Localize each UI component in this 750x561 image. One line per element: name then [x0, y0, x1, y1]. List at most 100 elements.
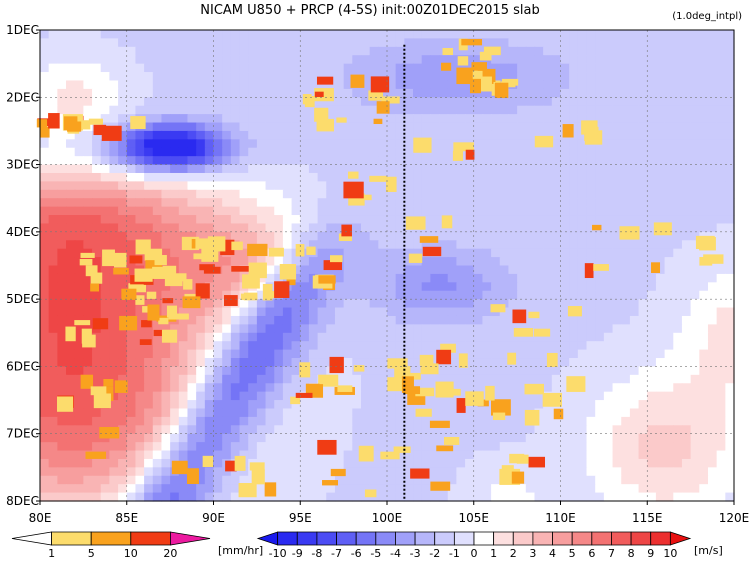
wind-cell — [326, 433, 336, 443]
wind-cell — [543, 484, 553, 494]
wind-cell — [40, 223, 50, 233]
wind-cell — [248, 139, 258, 149]
wind-cell — [360, 299, 371, 309]
wind-cell — [387, 63, 397, 73]
wind-cell — [92, 105, 102, 115]
wind-cell — [560, 46, 570, 56]
wind-cell — [560, 408, 570, 418]
wind-cell — [291, 408, 301, 418]
wind-cell — [196, 105, 206, 115]
wind-cell — [196, 46, 206, 56]
wind-cell — [638, 147, 648, 157]
wind-cell — [465, 97, 475, 107]
wind-cell — [369, 105, 379, 115]
wind-cell — [421, 97, 431, 107]
wind-cell — [473, 408, 484, 418]
wind-cell — [508, 273, 518, 283]
precip-cell — [162, 298, 174, 304]
precip-cell — [147, 304, 160, 321]
precip-cell — [435, 381, 454, 398]
wind-cell — [421, 416, 431, 426]
wind-cell — [569, 282, 579, 292]
wind-cell — [681, 282, 692, 292]
wind-cell — [629, 450, 640, 460]
wind-cell — [48, 383, 58, 393]
wind-cell — [326, 223, 336, 233]
wind-cell — [569, 30, 579, 40]
wind-cell — [404, 408, 414, 418]
wind-cell — [378, 240, 388, 250]
wind-cell — [673, 223, 683, 233]
wind-cell — [595, 114, 605, 124]
wind-cell — [387, 282, 397, 292]
wind-cell — [118, 181, 128, 191]
wind-cell — [456, 88, 466, 98]
wind-cell — [222, 30, 232, 40]
wind-cell — [248, 450, 258, 460]
wind-cell — [135, 307, 145, 317]
wind-cell — [118, 130, 128, 140]
wind-cell — [308, 341, 319, 351]
wind-cell — [326, 130, 336, 140]
wind-cell — [569, 231, 579, 241]
wind-cell — [369, 467, 379, 477]
wind-cell — [413, 206, 423, 216]
wind-cell — [83, 72, 93, 82]
wind-cell — [170, 63, 180, 73]
wind-cell — [655, 484, 666, 494]
precip-units: [mm/hr] — [218, 544, 263, 557]
wind-cell — [499, 55, 510, 65]
wind-cell — [317, 332, 327, 342]
wind-cell — [673, 105, 683, 115]
wind-cell — [40, 358, 50, 368]
wind-cell — [187, 374, 197, 384]
wind-cell — [560, 139, 570, 149]
wind-cell — [577, 467, 588, 477]
wind-cell — [629, 46, 640, 56]
wind-cell — [48, 206, 58, 216]
wind-cell — [74, 307, 84, 317]
wind-cell — [317, 223, 327, 233]
wind-cell — [655, 273, 666, 283]
wind-cell — [239, 391, 249, 401]
wind-cell — [647, 374, 657, 384]
wind-cell — [551, 139, 562, 149]
wind-cell — [282, 164, 293, 174]
wind-cell — [265, 114, 275, 124]
wind-cell — [187, 442, 197, 452]
wind-cell — [395, 80, 405, 90]
wind-cell — [439, 248, 449, 258]
precip-cell — [553, 408, 564, 420]
wind-cell — [638, 248, 648, 258]
wind-cell — [66, 147, 76, 157]
wind-cell — [66, 273, 76, 283]
wind-cell — [66, 307, 76, 317]
wind-cell — [595, 475, 605, 485]
wind-cell — [491, 206, 501, 216]
wind-cell — [664, 433, 674, 443]
wind-cell — [334, 416, 345, 426]
wind-cell — [282, 366, 293, 376]
wind-cell — [681, 366, 692, 376]
precip-cell — [408, 253, 423, 263]
wind-level-label: 2 — [510, 547, 517, 560]
wind-cell — [118, 164, 128, 174]
wind-cell — [491, 72, 501, 82]
wind-cell — [256, 156, 267, 166]
wind-cell — [308, 80, 319, 90]
precip-cell — [469, 78, 481, 94]
wind-cell — [473, 181, 484, 191]
wind-cell — [326, 147, 336, 157]
wind-cell — [569, 88, 579, 98]
wind-cell — [369, 458, 379, 468]
wind-cell — [248, 332, 258, 342]
wind-cell — [456, 458, 466, 468]
wind-cell — [83, 282, 93, 292]
wind-cell — [690, 433, 700, 443]
wind-cell — [473, 223, 484, 233]
wind-cell — [161, 223, 171, 233]
wind-cell — [256, 46, 267, 56]
wind-cell — [534, 366, 544, 376]
wind-cell — [439, 130, 449, 140]
wind-cell — [300, 38, 310, 48]
